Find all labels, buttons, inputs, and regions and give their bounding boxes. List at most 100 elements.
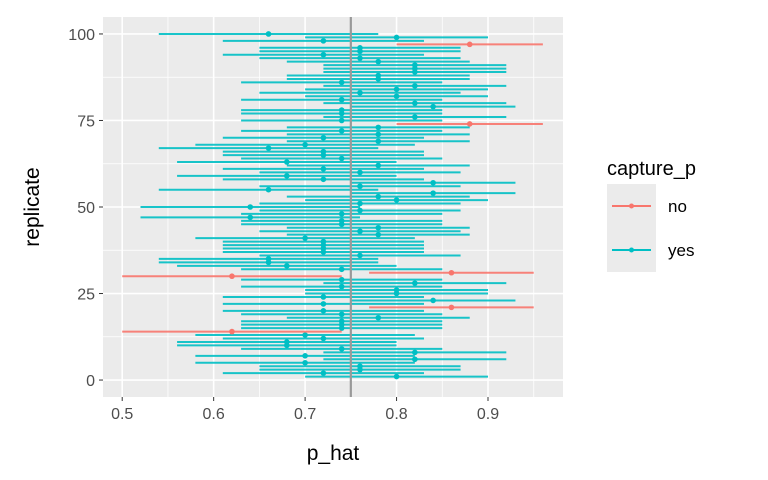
point-estimate [357, 200, 363, 207]
point-estimate [375, 162, 382, 169]
point-estimate [338, 211, 345, 217]
point-estimate [338, 218, 345, 224]
error-bar-replicate-27 [241, 283, 443, 290]
point-estimate [338, 128, 345, 134]
x-tick-label: 0.6 [203, 406, 225, 423]
point-estimate [265, 186, 272, 193]
error-bar-replicate-53 [286, 193, 470, 200]
error-bar-replicate-30 [122, 273, 342, 280]
y-tick-label: 100 [68, 27, 95, 44]
error-bar-replicate-48 [241, 211, 443, 217]
error-bar-replicate-60 [259, 169, 461, 176]
error-bar-replicate-7 [195, 353, 415, 359]
point-estimate [430, 103, 436, 110]
error-bar-replicate-22 [222, 301, 424, 307]
error-bar-replicate-86 [241, 79, 443, 86]
error-bar-replicate-1 [305, 373, 489, 380]
y-tick-label: 25 [77, 287, 95, 304]
point-estimate [320, 370, 327, 376]
error-bar-replicate-21 [369, 304, 534, 311]
error-bar-replicate-24 [222, 294, 424, 300]
point-estimate [375, 314, 382, 321]
x-tick-label: 0.8 [385, 406, 407, 423]
point-estimate [357, 228, 363, 235]
point-estimate [393, 34, 400, 41]
error-bar-replicate-59 [177, 173, 397, 179]
point-estimate [375, 58, 382, 65]
point-estimate [412, 83, 418, 89]
point-estimate [393, 93, 400, 100]
error-bar-replicate-93 [259, 55, 461, 61]
point-estimate [284, 263, 290, 269]
point-estimate [393, 373, 400, 380]
point-estimate [393, 197, 400, 203]
point-estimate [375, 124, 382, 131]
point-estimate [247, 204, 254, 210]
error-bar-replicate-69 [286, 138, 470, 145]
error-bar-replicate-49 [259, 207, 461, 214]
error-bar-replicate-83 [259, 89, 461, 96]
point-estimate [375, 231, 382, 238]
error-bar-replicate-71 [286, 131, 470, 138]
error-bar-replicate-13 [195, 332, 415, 338]
point-estimate [320, 38, 327, 44]
error-bar-replicate-84 [305, 86, 489, 93]
legend-point-no [629, 203, 634, 209]
point-estimate [357, 183, 363, 190]
error-bar-replicate-32 [241, 266, 443, 273]
point-estimate [320, 176, 327, 183]
error-bar-replicate-9 [241, 346, 443, 352]
error-bar-replicate-52 [305, 197, 489, 203]
error-bar-replicate-43 [259, 228, 461, 235]
point-estimate [247, 214, 254, 221]
point-estimate [338, 276, 345, 283]
point-estimate [357, 252, 363, 259]
error-bar-replicate-33 [177, 263, 397, 269]
point-estimate [338, 346, 345, 352]
error-bar-replicate-82 [305, 93, 489, 100]
error-bar-replicate-58 [222, 176, 424, 183]
point-estimate [466, 121, 473, 127]
error-bar-replicate-4 [259, 363, 461, 369]
point-estimate [338, 283, 345, 290]
error-bar-replicate-73 [286, 124, 470, 131]
error-bar-replicate-29 [241, 276, 443, 283]
error-bar-replicate-19 [241, 311, 443, 318]
point-estimate [320, 238, 327, 245]
error-bar-replicate-18 [286, 314, 470, 321]
point-estimate [320, 308, 327, 314]
error-bar-replicate-75 [241, 117, 443, 124]
point-estimate [320, 134, 327, 141]
point-estimate [338, 117, 345, 124]
error-bar-replicate-97 [396, 41, 543, 48]
error-bar-replicate-20 [222, 308, 424, 314]
error-bar-replicate-68 [195, 141, 415, 148]
point-estimate [302, 141, 308, 148]
error-bar-replicate-51 [259, 200, 461, 207]
point-estimate [284, 173, 290, 179]
error-bar-replicate-96 [259, 45, 461, 51]
error-bar-replicate-94 [222, 51, 424, 58]
point-estimate [320, 335, 327, 342]
error-bar-replicate-62 [286, 162, 470, 169]
x-tick-label: 0.5 [111, 406, 133, 423]
y-tick-label: 75 [77, 113, 95, 130]
y-tick-label: 50 [77, 200, 95, 217]
x-tick-label: 0.9 [477, 406, 499, 423]
point-estimate [375, 224, 382, 231]
point-estimate [302, 353, 308, 359]
point-estimate [412, 349, 418, 356]
error-bar-replicate-98 [222, 38, 424, 44]
point-estimate [375, 138, 382, 145]
error-bar-replicate-79 [350, 103, 516, 110]
error-bar-replicate-26 [305, 287, 489, 293]
point-estimate [357, 45, 363, 51]
point-estimate [338, 96, 345, 103]
legend-label-yes: yes [668, 241, 694, 260]
error-bar-replicate-28 [323, 280, 507, 286]
x-axis-title: p_hat [307, 442, 360, 465]
point-estimate [338, 79, 345, 86]
error-bar-replicate-88 [286, 72, 470, 79]
error-bar-replicate-61 [222, 166, 424, 172]
